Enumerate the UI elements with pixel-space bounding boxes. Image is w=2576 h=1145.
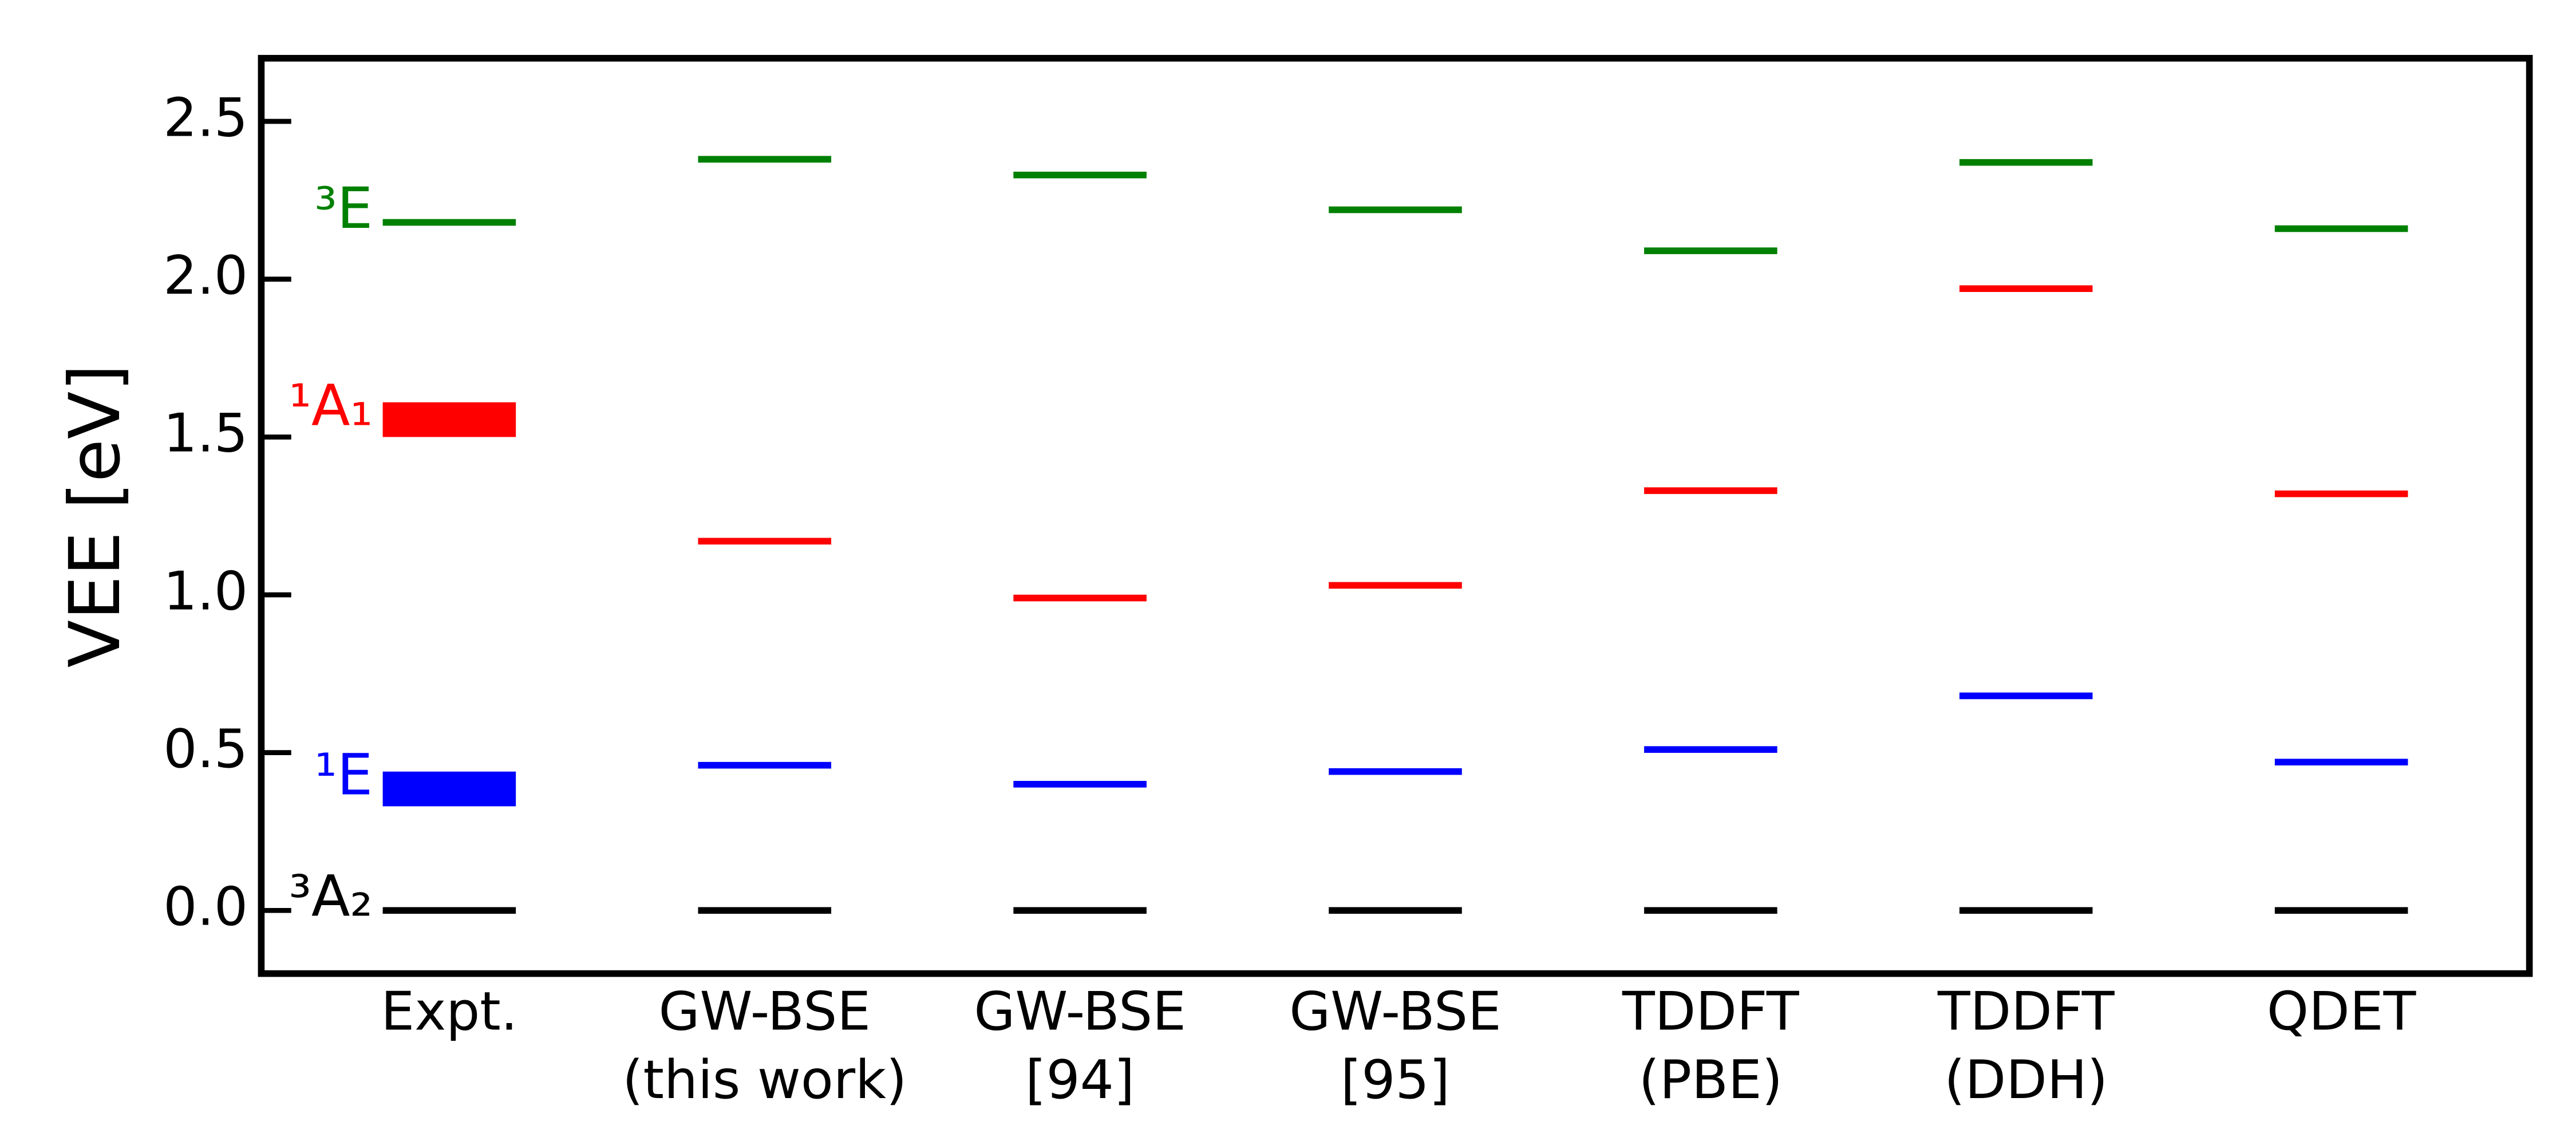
y-tick-label: 0.0 bbox=[163, 876, 248, 938]
level-label: ³E bbox=[314, 176, 373, 242]
y-tick-label: 2.5 bbox=[163, 86, 248, 148]
x-tick-label: Expt. bbox=[381, 981, 517, 1043]
x-tick-label: TDDFT bbox=[1622, 981, 1800, 1043]
x-tick-label: (PBE) bbox=[1639, 1049, 1783, 1111]
x-tick-label: GW-BSE bbox=[1289, 981, 1502, 1043]
x-tick-label: [94] bbox=[1025, 1049, 1135, 1111]
y-tick-label: 0.5 bbox=[163, 718, 248, 780]
x-tick-label: QDET bbox=[2267, 981, 2417, 1043]
x-tick-label: GW-BSE bbox=[974, 981, 1186, 1043]
level-band bbox=[382, 402, 516, 437]
y-tick-label: 2.0 bbox=[163, 244, 248, 306]
x-tick-label: (this work) bbox=[622, 1049, 907, 1111]
level-label: ¹E bbox=[314, 742, 373, 808]
level-label: ³A₂ bbox=[289, 864, 373, 930]
x-tick-label: GW-BSE bbox=[658, 981, 871, 1043]
level-band bbox=[382, 771, 516, 807]
y-axis-label: VEE [eV] bbox=[54, 364, 136, 668]
x-tick-label: TDDFT bbox=[1937, 981, 2115, 1043]
plot-frame bbox=[258, 54, 2533, 977]
x-tick-label: (DDH) bbox=[1944, 1049, 2108, 1111]
level-label: ¹A₁ bbox=[289, 373, 373, 439]
y-tick-label: 1.0 bbox=[163, 560, 248, 622]
x-tick-label: [95] bbox=[1341, 1049, 1450, 1111]
y-tick-label: 1.5 bbox=[163, 402, 248, 464]
